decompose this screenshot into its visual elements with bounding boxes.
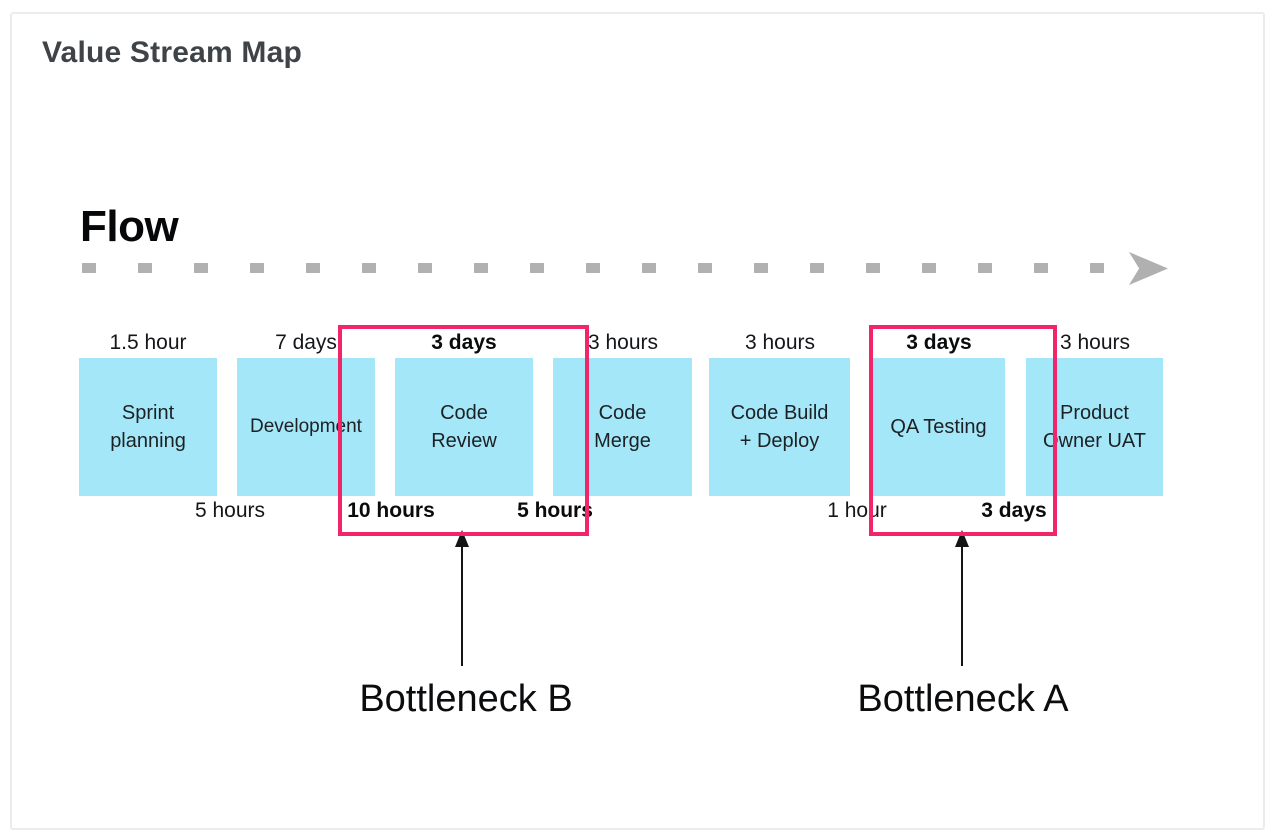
bottleneck-a-rectangle[interactable] (869, 325, 1057, 536)
stage-label: Product Owner UAT (1043, 402, 1146, 452)
stage-box-qa-testing[interactable]: QA Testing (872, 358, 1005, 496)
flow-dashed-line (82, 263, 1104, 273)
stage-label: Code Merge (594, 402, 651, 452)
stage-box-code-merge[interactable]: Code Merge (553, 358, 692, 496)
process-time-label: 3 hours (1059, 331, 1131, 354)
stage-box-development[interactable]: Development (237, 358, 375, 496)
bottleneck-b-rectangle[interactable] (338, 325, 589, 536)
stage-label: Sprint planning (110, 402, 186, 452)
process-time-label: 1.5 hour (109, 331, 187, 354)
stage-box-code-build-deploy[interactable]: Code Build + Deploy (709, 358, 850, 496)
stage-label: QA Testing (890, 416, 987, 438)
process-time-label: 3 days (906, 331, 972, 354)
flow-heading: Flow (80, 202, 179, 251)
stage-label: Code Build + Deploy (730, 402, 829, 452)
bottleneck-b-label: Bottleneck B (359, 678, 573, 720)
stage-box-product-owner-uat[interactable]: Product Owner UAT (1026, 358, 1163, 496)
process-time-label: 3 days (431, 331, 497, 354)
bottleneck-a-arrow (961, 546, 963, 666)
wait-time-label: 5 hours (194, 499, 266, 522)
process-time-label: 3 hours (744, 331, 816, 354)
stage-label: Code Review (431, 402, 497, 452)
wait-time-label: 5 hours (517, 499, 593, 522)
stage-box-code-review[interactable]: Code Review (395, 358, 533, 496)
process-time-label: 7 days (275, 331, 337, 354)
page-title: Value Stream Map (42, 36, 302, 69)
wait-time-label: 3 days (981, 499, 1047, 522)
stage-box-sprint-planning[interactable]: Sprint planning (79, 358, 217, 496)
bottleneck-b-arrow (461, 546, 463, 666)
process-time-label: 3 hours (587, 331, 659, 354)
wait-time-label: 10 hours (347, 499, 435, 522)
stage-label: Development (250, 415, 362, 437)
bottleneck-a-label: Bottleneck A (857, 678, 1069, 720)
page-border (10, 12, 1265, 830)
